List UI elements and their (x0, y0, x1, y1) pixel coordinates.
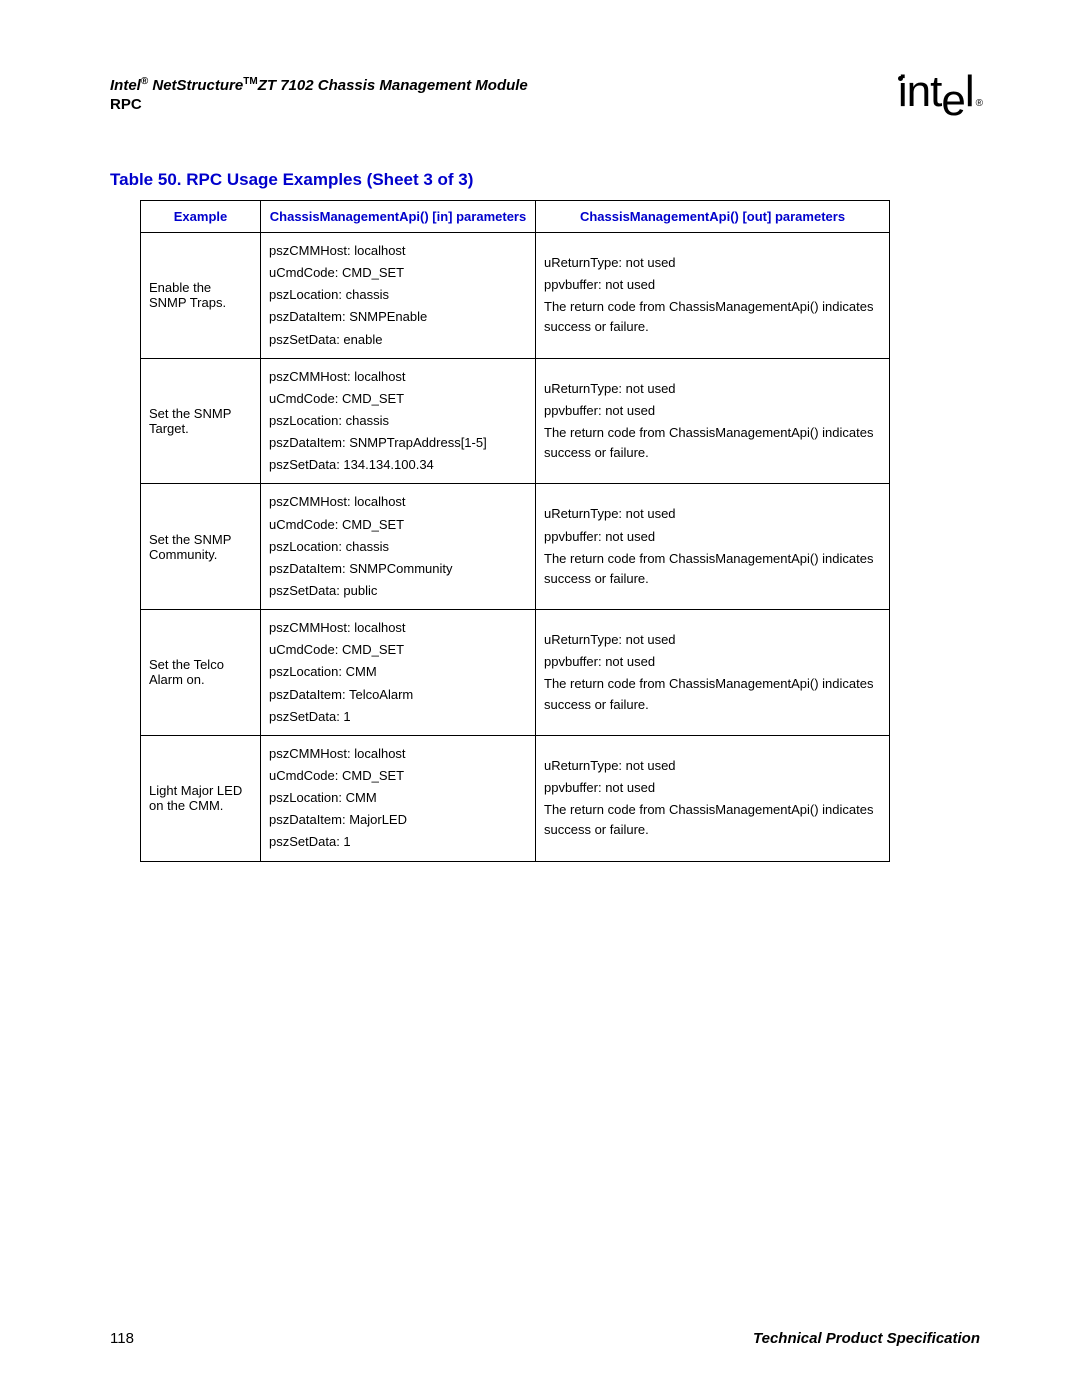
param-line: pszSetData: public (269, 581, 527, 601)
title-tm: TM (243, 76, 257, 87)
param-line: The return code from ChassisManagementAp… (544, 800, 881, 840)
example-cell: Set the Telco Alarm on. (141, 610, 261, 736)
out-params-cell: uReturnType: not used ppvbuffer: not used… (536, 484, 890, 610)
param-line: pszLocation: chassis (269, 411, 527, 431)
logo-l: l (965, 67, 974, 116)
param-line: pszLocation: chassis (269, 537, 527, 557)
col-out-params: ChassisManagementApi() [out] parameters (536, 201, 890, 233)
col-example: Example (141, 201, 261, 233)
param-line: uReturnType: not used (544, 630, 881, 650)
param-line: pszDataItem: SNMPTrapAddress[1-5] (269, 433, 527, 453)
param-line: pszDataItem: SNMPEnable (269, 307, 527, 327)
param-line: pszCMMHost: localhost (269, 744, 527, 764)
table-row: Set the SNMP Target.pszCMMHost: localhos… (141, 358, 890, 484)
doc-type: Technical Product Specification (753, 1330, 980, 1347)
out-params-cell: uReturnType: not usedppvbuffer: not used… (536, 233, 890, 359)
in-params-cell: pszCMMHost: localhostuCmdCode: CMD_SETps… (261, 484, 536, 610)
param-line: uReturnType: not used (544, 253, 881, 273)
table-body: Enable the SNMP Traps.pszCMMHost: localh… (141, 233, 890, 862)
param-line: pszLocation: CMM (269, 788, 527, 808)
param-line: ppvbuffer: not used (544, 527, 881, 547)
page-header: Intel ® NetStructureTMZT 7102 Chassis Man… (110, 70, 980, 114)
page-footer: 118 Technical Product Specification (110, 1330, 980, 1347)
param-line: pszLocation: chassis (269, 285, 527, 305)
param-line: The return code from ChassisManagementAp… (544, 297, 881, 337)
param-line: uCmdCode: CMD_SET (269, 263, 527, 283)
param-line: ppvbuffer: not used (544, 652, 881, 672)
in-params-cell: pszCMMHost: localhostuCmdCode: CMD_SETps… (261, 358, 536, 484)
logo-nt: nt (907, 67, 942, 116)
table-header-row: Example ChassisManagementApi() [in] para… (141, 201, 890, 233)
table-row: Set the SNMP Community.pszCMMHost: local… (141, 484, 890, 610)
param-line: ppvbuffer: not used (544, 778, 881, 798)
header-left: Intel® NetStructureTMZT 7102 Chassis Man… (110, 70, 528, 113)
param-line: uReturnType: not used (544, 756, 881, 776)
intel-logo: intel® (898, 70, 980, 114)
example-cell: Set the SNMP Target. (141, 358, 261, 484)
param-line: uCmdCode: CMD_SET (269, 515, 527, 535)
param-line: pszCMMHost: localhost (269, 492, 527, 512)
title-prefix: Intel (110, 77, 141, 94)
table-row: Light Major LED on the CMM.pszCMMHost: l… (141, 735, 890, 861)
param-line: pszSetData: 1 (269, 707, 527, 727)
param-line: pszLocation: CMM (269, 662, 527, 682)
param-line: ppvbuffer: not used (544, 401, 881, 421)
doc-title: Intel® NetStructureTMZT 7102 Chassis Man… (110, 76, 528, 94)
logo-reg: ® (976, 98, 982, 109)
param-line: The return code from ChassisManagementAp… (544, 423, 881, 463)
example-cell: Light Major LED on the CMM. (141, 735, 261, 861)
param-line: uCmdCode: CMD_SET (269, 766, 527, 786)
logo-i: i (898, 67, 907, 116)
in-params-cell: pszCMMHost: localhostuCmdCode: CMD_SETps… (261, 233, 536, 359)
param-line: The return code from ChassisManagementAp… (544, 549, 881, 589)
title-mid: NetStructure (148, 77, 243, 94)
param-line: pszDataItem: SNMPCommunity (269, 559, 527, 579)
in-params-cell: pszCMMHost: localhostuCmdCode: CMD_SETps… (261, 610, 536, 736)
table-title: Table 50. RPC Usage Examples (Sheet 3 of… (110, 170, 980, 190)
page: Intel ® NetStructureTMZT 7102 Chassis Man… (0, 0, 1080, 1397)
param-line: uReturnType: not used (544, 379, 881, 399)
example-cell: Set the SNMP Community. (141, 484, 261, 610)
param-line: ppvbuffer: not used (544, 275, 881, 295)
param-line: pszSetData: 1 (269, 832, 527, 852)
param-line: uCmdCode: CMD_SET (269, 640, 527, 660)
param-line: pszCMMHost: localhost (269, 618, 527, 638)
param-line: pszDataItem: MajorLED (269, 810, 527, 830)
rpc-examples-table: Example ChassisManagementApi() [in] para… (140, 200, 890, 862)
out-params-cell: uReturnType: not usedppvbuffer: not used… (536, 610, 890, 736)
param-line: The return code from ChassisManagementAp… (544, 674, 881, 714)
page-number: 118 (110, 1330, 134, 1347)
table-row: Set the Telco Alarm on.pszCMMHost: local… (141, 610, 890, 736)
param-line: pszSetData: 134.134.100.34 (269, 455, 527, 475)
doc-subtitle: RPC (110, 96, 528, 113)
param-line: pszSetData: enable (269, 330, 527, 350)
logo-e: e (941, 76, 964, 125)
col-in-params: ChassisManagementApi() [in] parameters (261, 201, 536, 233)
title-suffix: ZT 7102 Chassis Management Module (258, 77, 528, 94)
param-line: pszDataItem: TelcoAlarm (269, 685, 527, 705)
out-params-cell: uReturnType: not usedppvbuffer: not used… (536, 735, 890, 861)
logo-dot-icon (898, 76, 903, 81)
param-line: uReturnType: not used (544, 504, 881, 524)
out-params-cell: uReturnType: not usedppvbuffer: not used… (536, 358, 890, 484)
table-row: Enable the SNMP Traps.pszCMMHost: localh… (141, 233, 890, 359)
example-cell: Enable the SNMP Traps. (141, 233, 261, 359)
param-line: pszCMMHost: localhost (269, 241, 527, 261)
param-line: uCmdCode: CMD_SET (269, 389, 527, 409)
in-params-cell: pszCMMHost: localhostuCmdCode: CMD_SETps… (261, 735, 536, 861)
param-line: pszCMMHost: localhost (269, 367, 527, 387)
